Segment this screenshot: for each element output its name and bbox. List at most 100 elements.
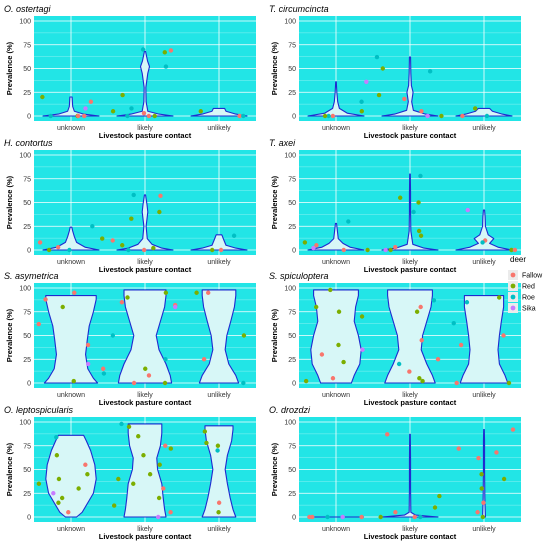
y-tick-label: 75	[23, 42, 31, 49]
data-point-sika	[360, 347, 365, 352]
data-point-red	[168, 446, 174, 451]
data-point-fallow	[146, 113, 152, 119]
legend-title: deer	[510, 255, 526, 264]
data-point-roe	[359, 99, 364, 104]
y-tick-label: 75	[23, 443, 31, 450]
data-point-roe	[418, 173, 423, 179]
data-point-red	[328, 287, 333, 293]
data-point-roe	[215, 448, 220, 453]
x-axis-title: Livestock pasture contact	[364, 398, 457, 407]
data-point-fallow	[412, 514, 417, 520]
data-point-fallow	[75, 113, 81, 119]
data-point-roe	[451, 320, 456, 326]
y-tick-label: 25	[23, 491, 31, 498]
data-point-red	[198, 109, 203, 114]
y-tick-label: 75	[288, 443, 296, 450]
data-point-red	[418, 233, 424, 238]
data-point-fallow	[494, 450, 499, 455]
data-point-red	[215, 443, 221, 448]
legend: deer Fallow Red Roe Sika	[508, 255, 543, 313]
y-tick-label: 0	[27, 114, 31, 121]
legend-label-red: Red	[522, 284, 535, 291]
x-tick-label-likely: likely	[402, 526, 418, 533]
y-tick-label: 0	[27, 381, 31, 388]
data-point-fallow	[72, 290, 77, 295]
data-point-fallow	[82, 113, 87, 119]
data-point-fallow	[110, 238, 115, 243]
data-point-roe	[431, 298, 437, 303]
x-tick-label-likely: likely	[137, 259, 153, 266]
data-point-fallow	[501, 333, 506, 338]
data-point-sika	[383, 247, 388, 253]
data-point-red	[302, 240, 308, 245]
data-point-red	[143, 366, 148, 371]
legend-label-sika: Sika	[522, 306, 536, 313]
data-point-fallow	[460, 113, 465, 119]
y-tick-label: 100	[284, 420, 296, 427]
y-tick-label: 50	[23, 66, 31, 73]
data-point-roe	[54, 435, 59, 440]
x-axis-title: Livestock pasture contact	[99, 131, 192, 140]
data-point-fallow	[168, 510, 173, 515]
data-point-red	[322, 113, 328, 119]
x-tick-label-likely: likely	[137, 392, 153, 399]
data-point-red	[136, 434, 141, 439]
panel-7: O. leptospicularis 0 25 50 75 100 unknown likel…	[4, 405, 256, 541]
legend-label-fallow: Fallow	[522, 273, 543, 280]
panel-title: O. leptospicularis	[4, 405, 74, 415]
data-point-fallow	[393, 244, 398, 250]
data-point-red	[216, 510, 221, 515]
y-tick-label: 50	[23, 333, 31, 340]
panel-title: O. ostertagi	[4, 4, 52, 14]
data-point-red	[416, 200, 421, 205]
data-point-red	[416, 228, 422, 234]
data-point-red	[156, 495, 162, 501]
data-point-red	[194, 290, 199, 295]
data-point-fallow	[319, 352, 325, 357]
panel-title: O. drozdzi	[269, 405, 311, 415]
data-point-sika	[172, 304, 178, 310]
data-point-sika	[340, 514, 345, 520]
legend-key-sika	[510, 305, 516, 311]
panel-4: T. axei 0 25 50 75 100 unknown likely unlikely Li…	[269, 138, 521, 274]
violin-likely	[123, 423, 167, 518]
y-tick-label: 100	[19, 420, 31, 427]
data-point-red	[71, 378, 76, 384]
data-point-roe	[480, 240, 485, 245]
violin-unknown	[42, 96, 100, 117]
x-tick-label-unknown: unknown	[322, 125, 350, 132]
data-point-red	[417, 376, 422, 381]
violin-unlikely	[459, 295, 509, 384]
data-point-fallow	[55, 244, 61, 250]
data-point-red	[359, 314, 365, 319]
data-point-red	[54, 453, 60, 458]
x-tick-label-likely: likely	[402, 392, 418, 399]
data-point-red	[131, 481, 136, 486]
y-tick-label: 0	[292, 515, 296, 522]
data-point-sika	[155, 514, 161, 520]
y-tick-label: 25	[23, 90, 31, 97]
x-tick-label-likely: likely	[402, 125, 418, 132]
y-tick-label: 25	[23, 224, 31, 231]
y-tick-label: 0	[292, 248, 296, 255]
y-tick-label: 50	[288, 333, 296, 340]
y-axis-title: Prevalence (%)	[270, 41, 279, 95]
y-tick-label: 0	[27, 248, 31, 255]
data-point-red	[303, 378, 309, 384]
data-point-roe	[163, 64, 169, 69]
data-point-red	[472, 106, 478, 111]
x-tick-label-unlikely: unlikely	[472, 392, 496, 399]
data-point-roe	[140, 47, 146, 52]
data-point-sika	[85, 361, 91, 367]
data-point-fallow	[43, 297, 48, 302]
legend-items: Fallow Red Roe Sika	[508, 270, 543, 313]
panel-8: O. drozdzi 0 25 50 75 100 unknown likely unlikel…	[269, 405, 521, 541]
data-point-fallow	[85, 342, 91, 348]
panel-title: T. circumcincta	[269, 4, 329, 14]
chart-panels: O. ostertagi 0 25 50 75 100 unknown likely unlik…	[4, 4, 521, 541]
data-point-fallow	[146, 373, 152, 378]
violin-likely	[116, 50, 174, 117]
data-point-fallow	[330, 376, 336, 381]
data-point-red	[209, 247, 215, 253]
